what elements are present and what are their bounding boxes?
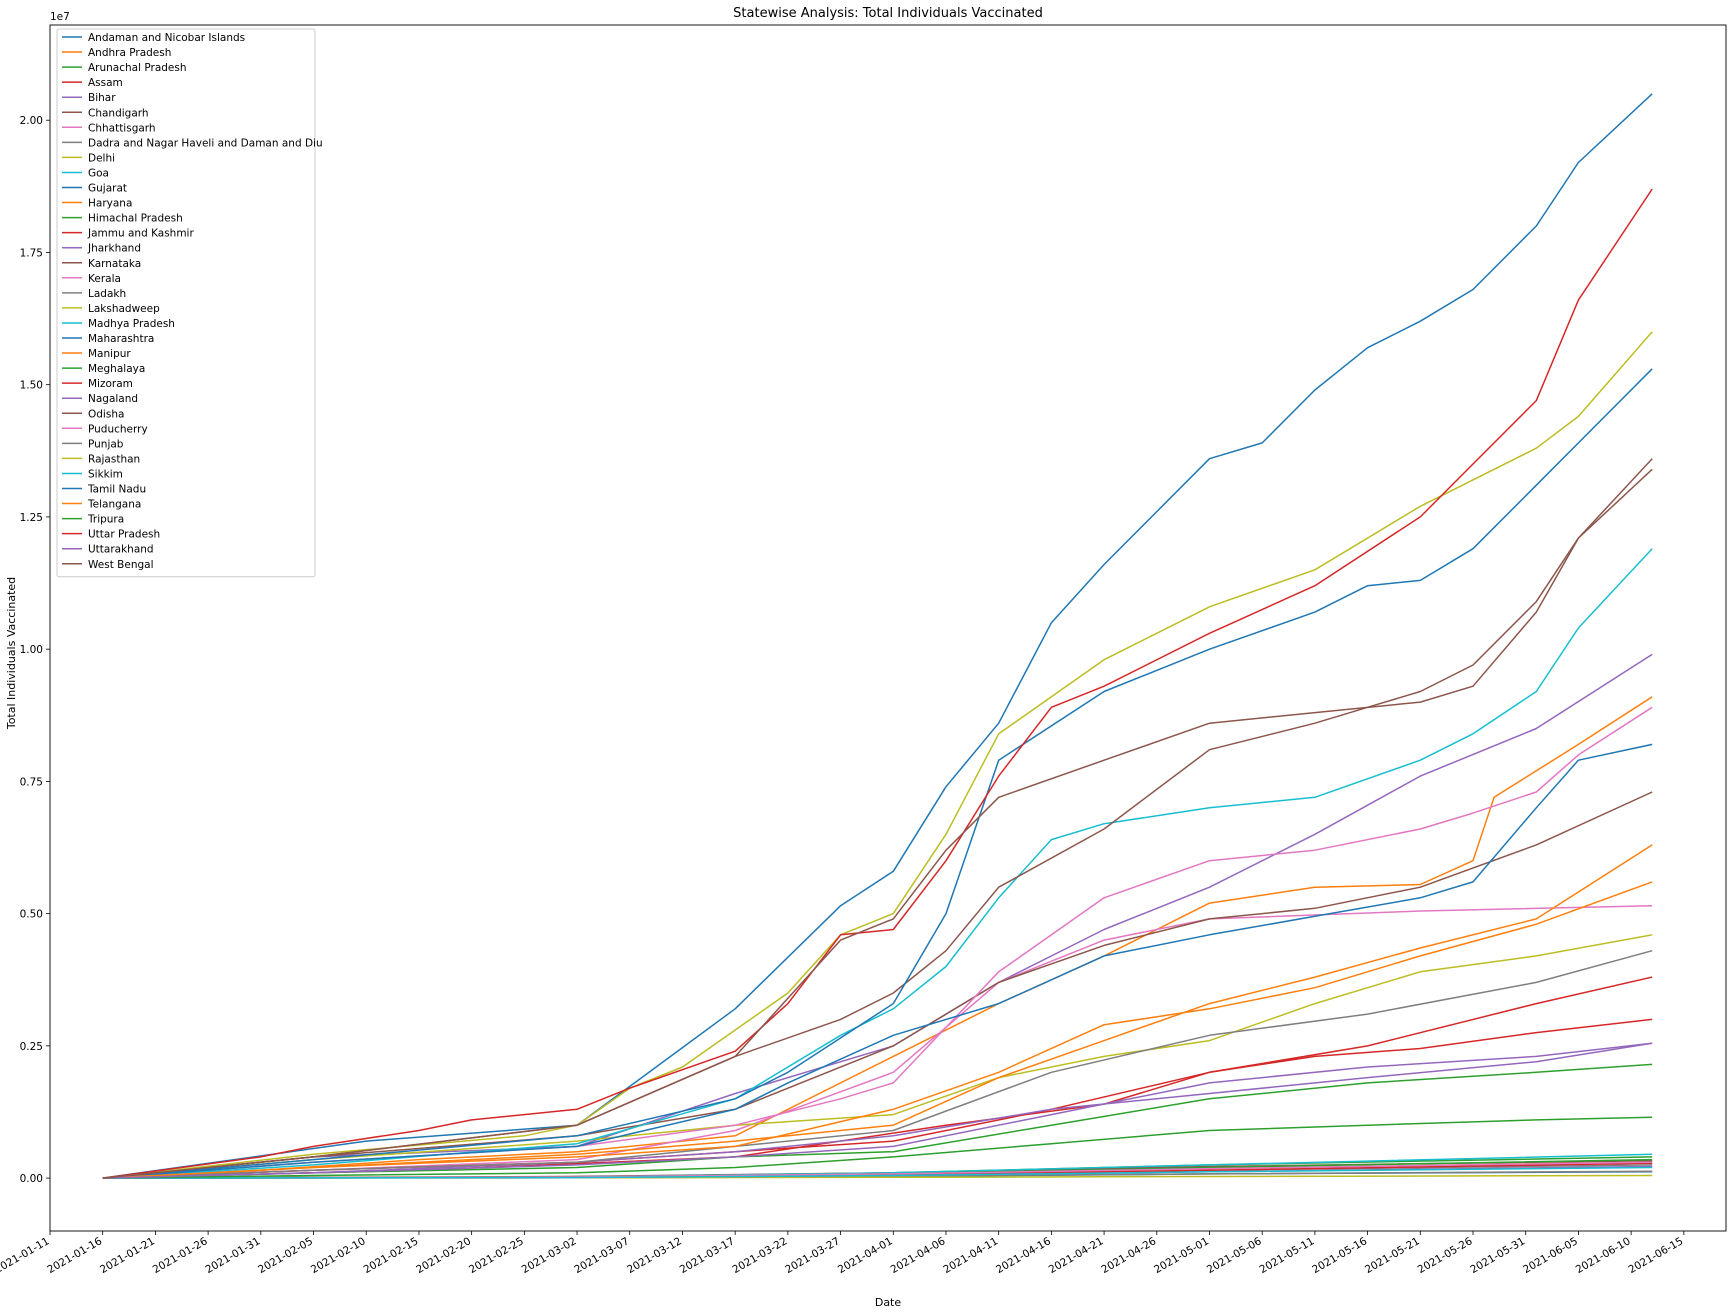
legend-label-32: Tripura bbox=[87, 514, 124, 526]
legend-label-34: Uttarakhand bbox=[88, 544, 154, 556]
legend-label-19: Madhya Pradesh bbox=[88, 318, 175, 330]
legend-label-0: Andaman and Nicobar Islands bbox=[88, 32, 245, 44]
series-line-29 bbox=[102, 1166, 1653, 1179]
legend-label-3: Assam bbox=[88, 77, 123, 89]
legend-label-18: Lakshadweep bbox=[88, 303, 160, 315]
series-line-3 bbox=[102, 1018, 1653, 1179]
legend-label-30: Tamil Nadu bbox=[87, 484, 146, 496]
y-tick-label-1: 0.25 bbox=[20, 1041, 43, 1053]
legend-label-33: Uttar Pradesh bbox=[88, 529, 160, 541]
legend-label-35: West Bengal bbox=[88, 559, 154, 571]
legend-label-2: Arunachal Pradesh bbox=[88, 62, 187, 74]
series-line-16 bbox=[102, 706, 1653, 1179]
legend-label-12: Himachal Pradesh bbox=[88, 213, 183, 225]
legend-label-13: Jammu and Kashmir bbox=[87, 228, 194, 240]
series-line-11 bbox=[102, 844, 1653, 1179]
legend-label-9: Goa bbox=[88, 167, 109, 179]
legend-label-15: Karnataka bbox=[88, 258, 141, 270]
y-tick-label-5: 1.25 bbox=[20, 512, 43, 524]
y-tick-label-3: 0.75 bbox=[20, 776, 43, 788]
series-line-8 bbox=[102, 934, 1653, 1179]
y-scale-label: 1e7 bbox=[50, 11, 70, 23]
legend-box bbox=[56, 28, 316, 578]
legend-label-17: Ladakh bbox=[88, 288, 126, 300]
series-lines bbox=[102, 93, 1653, 1179]
x-axis-label: Date bbox=[875, 1296, 902, 1309]
y-axis-label: Total Individuals Vaccinated bbox=[5, 577, 18, 730]
legend-label-5: Chandigarh bbox=[88, 107, 149, 119]
legend-label-1: Andhra Pradesh bbox=[88, 47, 171, 59]
series-line-14 bbox=[102, 1042, 1653, 1179]
series-line-31 bbox=[102, 881, 1653, 1179]
legend-label-7: Dadra and Nagar Haveli and Daman and Diu bbox=[88, 137, 323, 149]
legend-label-6: Chhattisgarh bbox=[88, 122, 156, 134]
series-line-27 bbox=[102, 949, 1653, 1179]
series-line-12 bbox=[102, 1063, 1653, 1179]
series-line-32 bbox=[102, 1116, 1653, 1179]
legend-label-24: Nagaland bbox=[88, 393, 138, 405]
legend: Andaman and Nicobar Islands Andhra Prades… bbox=[56, 28, 323, 578]
y-tick-label-0: 0.00 bbox=[20, 1173, 43, 1185]
series-line-34 bbox=[102, 1042, 1653, 1179]
y-axis-ticks: 0.00 0.25 0.50 0.75 1.00 1.25 1.50 1.75 2.00 bbox=[20, 115, 50, 1185]
legend-label-4: Bihar bbox=[88, 92, 116, 104]
series-line-28 bbox=[102, 331, 1653, 1179]
legend-label-23: Mizoram bbox=[88, 378, 133, 390]
legend-label-28: Rajasthan bbox=[88, 453, 140, 465]
series-line-4 bbox=[102, 653, 1653, 1179]
series-line-35 bbox=[102, 458, 1653, 1179]
legend-label-16: Kerala bbox=[88, 273, 121, 285]
series-line-10 bbox=[102, 93, 1653, 1179]
plot-frame bbox=[49, 24, 1727, 1232]
legend-label-21: Manipur bbox=[88, 348, 131, 360]
y-tick-label-7: 1.75 bbox=[20, 247, 43, 259]
legend-label-31: Telangana bbox=[87, 499, 141, 511]
y-tick-label-2: 0.50 bbox=[20, 909, 43, 921]
legend-label-22: Meghalaya bbox=[88, 363, 145, 375]
legend-label-25: Odisha bbox=[88, 408, 124, 420]
series-line-30 bbox=[102, 368, 1653, 1179]
legend-label-10: Gujarat bbox=[88, 183, 127, 195]
legend-label-26: Puducherry bbox=[88, 423, 148, 435]
chart-title: Statewise Analysis: Total Individuals Va… bbox=[733, 6, 1043, 21]
series-line-33 bbox=[102, 188, 1653, 1179]
legend-label-20: Maharashtra bbox=[88, 333, 154, 345]
legend-label-8: Delhi bbox=[88, 152, 115, 164]
legend-label-29: Sikkim bbox=[88, 468, 123, 480]
y-tick-label-4: 1.00 bbox=[20, 644, 43, 656]
y-tick-label-8: 2.00 bbox=[20, 115, 43, 127]
legend-label-11: Haryana bbox=[88, 198, 132, 210]
series-line-20 bbox=[102, 743, 1653, 1179]
series-line-19 bbox=[102, 548, 1653, 1179]
legend-label-27: Punjab bbox=[88, 438, 124, 450]
y-tick-label-6: 1.50 bbox=[20, 380, 43, 392]
legend-label-14: Jharkhand bbox=[87, 243, 141, 255]
